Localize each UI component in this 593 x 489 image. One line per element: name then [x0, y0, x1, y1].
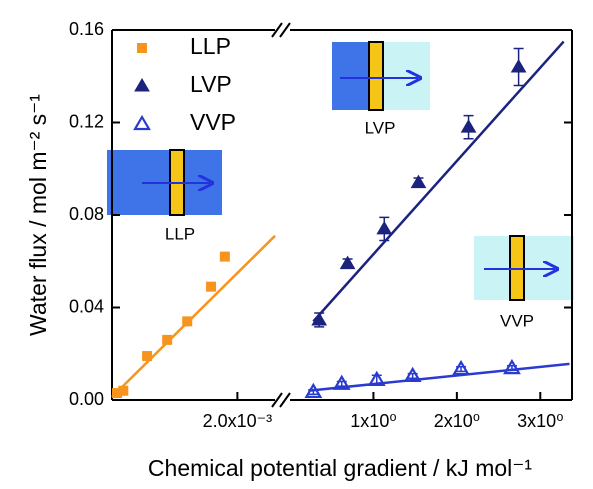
axis-break	[271, 392, 283, 408]
fit-line	[308, 362, 570, 392]
fit-line	[312, 40, 565, 323]
inset-llp: LLP	[107, 149, 222, 243]
marker	[206, 281, 217, 292]
legend-label: VVP	[190, 109, 236, 135]
axis-break	[279, 392, 291, 408]
y-tick-label: 0.16	[69, 19, 104, 39]
marker	[304, 382, 323, 399]
y-tick-label: 0.04	[69, 296, 104, 316]
inset-label: LVP	[365, 118, 396, 137]
marker	[219, 251, 230, 262]
axis-break	[271, 22, 283, 38]
marker	[510, 59, 527, 73]
y-axis-label: Water flux / mol m⁻² s⁻¹	[25, 94, 51, 336]
marker	[332, 374, 351, 390]
marker	[452, 359, 470, 376]
fit-line	[111, 234, 276, 398]
x-tick-label: 2.0x10⁻³	[203, 411, 273, 431]
marker	[142, 351, 153, 362]
x-tick-label: 3x10⁰	[517, 411, 563, 431]
legend-marker	[137, 43, 147, 53]
marker	[503, 358, 521, 375]
x-tick-label: 2x10⁰	[434, 411, 480, 431]
marker	[311, 311, 328, 326]
x-axis-label: Chemical potential gradient / kJ mol⁻¹	[148, 455, 532, 481]
marker	[410, 174, 427, 189]
inset-label: VVP	[500, 311, 534, 330]
y-tick-label: 0.00	[69, 389, 104, 409]
inset-lvp: LVP	[332, 41, 430, 137]
marker	[339, 255, 356, 270]
marker	[162, 334, 173, 345]
marker	[460, 119, 477, 133]
marker	[367, 370, 386, 386]
marker	[376, 220, 393, 235]
marker	[118, 385, 129, 396]
inset-vvp: VVP	[474, 235, 574, 330]
x-tick-label: 1x10⁰	[350, 411, 396, 431]
y-tick-label: 0.12	[69, 111, 104, 131]
legend-label: LLP	[190, 33, 231, 59]
marker	[182, 316, 193, 327]
y-tick-label: 0.08	[69, 204, 104, 224]
marker	[403, 366, 422, 383]
legend-label: LVP	[190, 71, 232, 97]
marker	[112, 388, 123, 399]
legend-marker	[133, 114, 151, 131]
legend-marker	[134, 78, 150, 92]
axis-break	[279, 22, 291, 38]
inset-label: LLP	[165, 224, 195, 243]
